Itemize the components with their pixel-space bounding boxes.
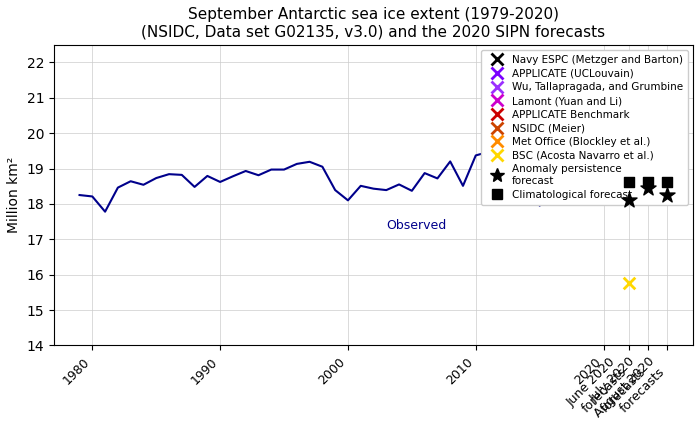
Point [643, 181, 654, 188]
Point [662, 130, 673, 137]
Point [643, 130, 654, 137]
Point [662, 191, 673, 198]
Point [624, 99, 635, 106]
Point [624, 99, 635, 106]
Title: September Antarctic sea ice extent (1979-2020)
(NSIDC, Data set G02135, v3.0) an: September Antarctic sea ice extent (1979… [141, 7, 606, 39]
Point [624, 170, 635, 177]
Point [643, 188, 654, 195]
Point [624, 87, 635, 94]
Point [624, 181, 635, 188]
Point [624, 177, 635, 184]
Point [643, 64, 654, 71]
Text: Observed: Observed [386, 219, 447, 232]
Point [643, 99, 654, 106]
Legend: Navy ESPC (Metzger and Barton), APPLICATE (UCLouvain), Wu, Tallapragada, and Gru: Navy ESPC (Metzger and Barton), APPLICAT… [482, 50, 688, 205]
Point [662, 193, 673, 200]
Point [624, 280, 635, 287]
Point [643, 177, 654, 184]
Point [643, 184, 654, 191]
Y-axis label: Million km²: Million km² [7, 157, 21, 233]
Point [662, 181, 673, 188]
Point [624, 188, 635, 195]
Point [662, 177, 673, 184]
Point [624, 197, 635, 204]
Point [624, 178, 635, 185]
Point [662, 99, 673, 106]
Point [643, 178, 654, 185]
Point [662, 59, 673, 66]
Point [662, 178, 673, 185]
